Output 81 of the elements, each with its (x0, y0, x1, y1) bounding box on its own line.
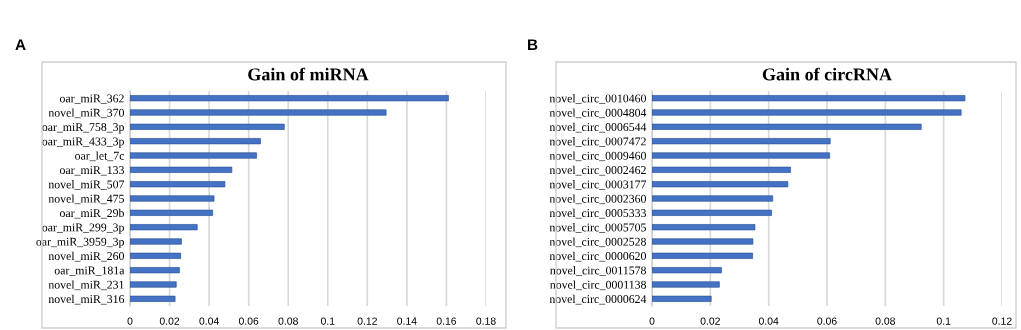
y-tick-label: oar_miR_133 (59, 166, 124, 176)
y-tick-label: oar_let_7c (75, 151, 125, 162)
y-tick-label: novel_circ_0000624 (549, 294, 647, 305)
bar (130, 138, 261, 145)
bar (130, 123, 285, 130)
y-tick-label: novel_circ_0004804 (549, 108, 647, 119)
bar (130, 181, 226, 188)
x-tick-label: 0.04 (199, 317, 219, 325)
x-tick-label: 0.1 (936, 317, 951, 325)
y-tick-label: novel_circ_0005705 (549, 223, 646, 233)
chart-title: Gain of miRNA (248, 67, 369, 81)
bar (652, 123, 922, 130)
bar (130, 166, 233, 173)
y-tick-label: novel_miR_260 (48, 251, 124, 262)
y-tick-label: novel_miR_507 (48, 180, 125, 190)
y-tick-label: novel_circ_0009460 (549, 151, 646, 162)
bar (130, 267, 180, 274)
x-tick-label: 0.08 (278, 317, 298, 325)
y-tick-label: oar_miR_181a (54, 266, 125, 276)
y-tick-label: oar_miR_362 (59, 94, 124, 104)
bar (652, 267, 722, 274)
x-tick-label: 0.12 (992, 317, 1012, 325)
bar (130, 238, 182, 245)
bar (652, 195, 774, 202)
y-tick-label: novel_miR_231 (48, 280, 124, 291)
bar (130, 152, 257, 159)
x-tick-label: 0.18 (476, 317, 496, 325)
bar (652, 109, 962, 116)
y-tick-label: novel_circ_0007472 (549, 137, 646, 147)
y-tick-label: oar_miR_299_3p (42, 223, 124, 234)
bar (652, 209, 772, 216)
y-tick-label: novel_miR_475 (48, 194, 124, 205)
x-tick-label: 0.02 (159, 317, 180, 325)
bar (130, 195, 215, 202)
bar (652, 166, 791, 173)
bar (652, 138, 831, 145)
text: B (528, 39, 538, 50)
y-tick-label: novel_circ_0001138 (550, 280, 646, 291)
y-tick-label: novel_circ_0000620 (549, 251, 646, 262)
bar (130, 281, 177, 288)
bar (130, 95, 449, 102)
bar (652, 252, 753, 259)
y-tick-label: oar_miR_3959_3p (36, 237, 124, 249)
y-tick-label: novel_circ_0002528 (549, 237, 646, 248)
bar (130, 224, 198, 231)
x-tick-label: 0 (127, 317, 133, 325)
x-tick-label: 0.06 (238, 317, 259, 325)
y-tick-label: novel_miR_370 (48, 108, 124, 119)
bar (652, 181, 789, 188)
x-tick-label: 0.12 (357, 317, 377, 325)
text: A (15, 39, 26, 50)
x-tick-label: 0.08 (875, 317, 896, 325)
bar (652, 95, 966, 102)
y-tick-label: novel_circ_0002462 (549, 165, 646, 176)
bar (652, 295, 712, 302)
chart-title: Gain of circRNA (762, 67, 892, 81)
bar (130, 209, 214, 216)
y-tick-label: oar_miR_758_3p (42, 123, 124, 134)
bar (130, 295, 176, 302)
y-tick-label: novel_circ_0005333 (549, 208, 646, 219)
bar (130, 109, 387, 116)
x-tick-label: 0 (649, 317, 655, 325)
bar (652, 238, 754, 245)
y-tick-label: oar_miR_433_3p (42, 137, 124, 148)
y-tick-label: novel_miR_316 (48, 294, 125, 305)
bar (130, 252, 181, 259)
y-tick-label: novel_circ_0006544 (549, 122, 647, 133)
x-tick-label: 0.16 (436, 317, 457, 325)
y-tick-label: novel_circ_0010460 (549, 94, 646, 104)
y-tick-label: oar_miR_29b (59, 208, 124, 219)
bar (652, 281, 720, 288)
bar (652, 224, 756, 231)
y-tick-label: novel_circ_0002360 (549, 194, 646, 205)
bar (652, 152, 830, 159)
x-tick-label: 0.14 (397, 317, 417, 325)
x-tick-label: 0.06 (817, 317, 837, 325)
x-tick-label: 0.02 (700, 317, 720, 325)
x-tick-label: 0.1 (320, 317, 335, 325)
x-tick-label: 0.04 (758, 317, 779, 325)
y-tick-label: novel_circ_0003177 (549, 180, 647, 190)
y-tick-label: novel_circ_0011578 (550, 266, 646, 276)
